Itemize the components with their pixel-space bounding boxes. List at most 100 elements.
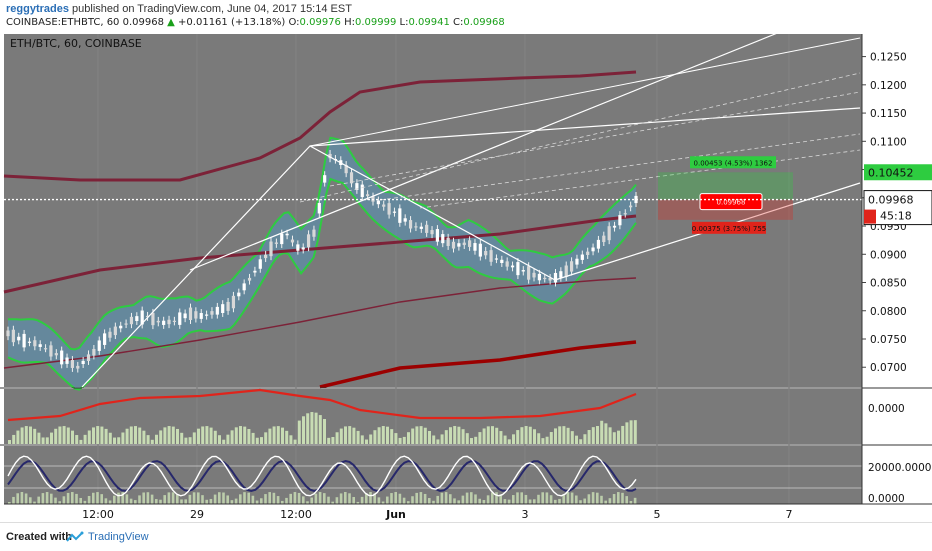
candle-body <box>237 292 241 297</box>
stoch-tick-label: 0.0000 <box>868 493 905 505</box>
stoch-histogram-bar <box>541 492 544 504</box>
stoch-histogram-bar <box>260 498 263 504</box>
volume-bar <box>541 438 545 444</box>
stoch-histogram-bar <box>356 501 360 504</box>
close-value: 0.09968 <box>463 17 505 28</box>
volume-bar <box>83 434 87 444</box>
stoch-histogram-bar <box>344 492 347 504</box>
entry-label: 0.09968 <box>717 199 746 207</box>
volume-bar <box>201 426 205 444</box>
volume-bar <box>516 430 520 444</box>
open-label: O: <box>288 17 300 28</box>
candle-body <box>328 153 332 159</box>
stoch-pane[interactable] <box>4 446 862 504</box>
candle-body <box>38 344 42 347</box>
stoch-histogram-bar <box>407 501 410 504</box>
volume-bar <box>423 427 427 444</box>
volume-bar <box>339 428 343 444</box>
volume-bar <box>344 426 347 444</box>
stoch-histogram-bar <box>62 496 66 504</box>
indicators <box>3 70 637 391</box>
stoch-histogram-bar <box>566 492 570 504</box>
price-axis[interactable] <box>862 34 932 504</box>
stoch-histogram-bar <box>470 492 473 504</box>
volume-bar <box>54 428 58 444</box>
volume-bar <box>633 420 637 444</box>
volume-bar <box>113 437 116 444</box>
stoch-histogram-bar <box>428 498 431 504</box>
stoch-histogram-bar <box>108 500 112 504</box>
stoch-histogram-bar <box>125 494 129 504</box>
stoch-histogram-bar <box>533 499 536 504</box>
y-tick-label: 0.0850 <box>870 278 907 290</box>
candle-body <box>414 226 418 228</box>
tradingview-brand[interactable]: TradingView <box>88 531 149 543</box>
candle-body <box>387 203 391 215</box>
volume-bar <box>230 430 234 444</box>
volume-bar <box>465 433 469 444</box>
volume-bar <box>453 426 457 444</box>
candle-body <box>548 278 552 281</box>
stoch-histogram-bar <box>209 498 213 504</box>
volume-bar <box>478 432 482 444</box>
volume-bar <box>629 420 633 444</box>
stoch-histogram-bar <box>104 498 108 504</box>
price-chart[interactable]: 0.00453 (4.53%) 1362 0.09968 0.00375 (3.75… <box>0 30 932 522</box>
candle-body <box>280 233 284 245</box>
volume-bar <box>579 439 583 444</box>
stoch-histogram-bar <box>549 495 553 504</box>
stoch-histogram-bar <box>386 496 389 504</box>
candle-body <box>543 277 547 280</box>
volume-bar <box>16 430 20 444</box>
volume-bar <box>457 426 461 444</box>
volume-bar <box>512 434 515 444</box>
volume-bar <box>520 427 524 444</box>
candle-body <box>145 315 150 318</box>
stoch-histogram-bar <box>71 492 74 504</box>
candle-body <box>430 230 434 235</box>
stoch-histogram-bar <box>24 493 28 504</box>
candle-body <box>408 220 413 229</box>
stoch-histogram-bar <box>327 496 330 504</box>
volume-bar <box>352 427 356 444</box>
volume-bar <box>205 426 209 444</box>
volume-bar <box>239 426 242 444</box>
volume-bar <box>461 429 465 444</box>
ema-long-line <box>319 340 637 389</box>
author-name[interactable]: reggytrades <box>6 3 69 15</box>
symbol-label: COINBASE:ETHBTC, 60 <box>6 17 120 28</box>
volume-bar <box>415 426 419 444</box>
volume-bar <box>428 430 431 444</box>
volume-bar <box>617 430 620 444</box>
open-value: 0.09976 <box>299 17 341 28</box>
volume-bar <box>62 426 66 444</box>
time-axis[interactable] <box>4 504 862 522</box>
stoch-histogram-bar <box>171 492 175 504</box>
candle-body <box>607 226 611 241</box>
volume-bar <box>323 418 326 444</box>
pitchfork-upper-tine <box>189 31 781 271</box>
volume-bar <box>524 426 528 444</box>
y-tick-label: 0.0750 <box>870 334 907 346</box>
stoch-histogram-bar <box>289 493 292 504</box>
volume-bar <box>558 426 562 444</box>
stoch-k-line <box>7 455 637 497</box>
volume-bar <box>549 432 553 444</box>
target-label: 0.00453 (4.53%) 1362 <box>694 159 773 167</box>
candles <box>6 149 638 373</box>
stoch-histogram-bar <box>92 492 95 504</box>
candle-body <box>403 218 407 222</box>
volume-bar <box>184 437 188 444</box>
stoch-histogram-bar <box>306 501 309 504</box>
volume-bar <box>436 439 440 444</box>
stoch-histogram-bar <box>558 498 561 504</box>
candle-body <box>156 320 160 323</box>
stoch-histogram-bar <box>461 495 465 504</box>
y-tick-label: 0.1100 <box>870 136 907 148</box>
candle-body <box>376 200 380 205</box>
stoch-histogram-bar <box>545 492 549 504</box>
ema-middle-line <box>3 214 637 294</box>
candle-body <box>349 172 354 184</box>
price-change: +0.01161 (+13.18%) <box>178 17 286 28</box>
stoch-histogram-bar <box>520 492 523 504</box>
